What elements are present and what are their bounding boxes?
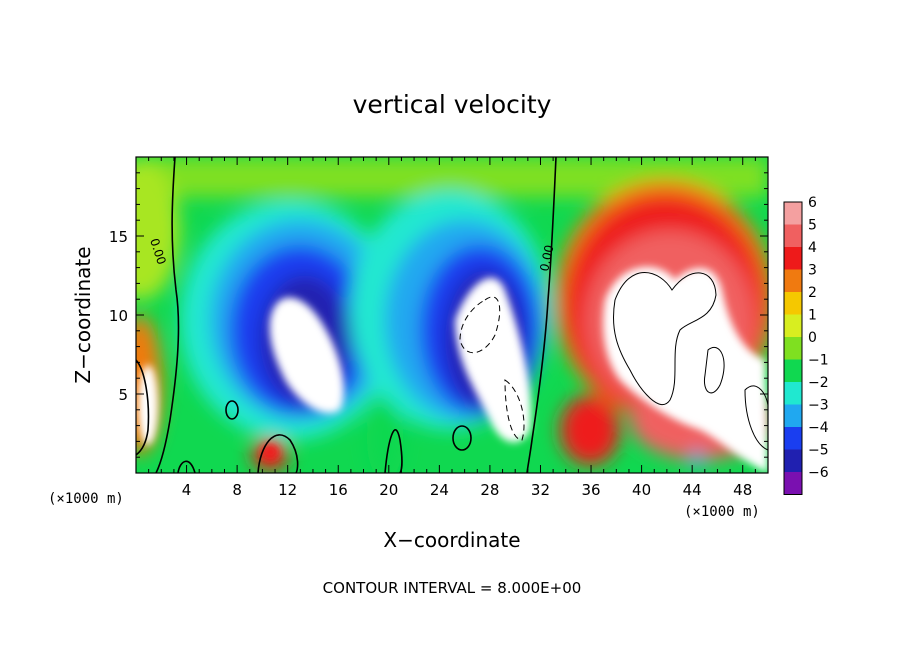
colorbar-swatch <box>784 427 802 450</box>
colorbar-frame <box>783 201 803 495</box>
y-axis-ticks: 5 10 15 <box>109 172 768 458</box>
chart-title: vertical velocity <box>353 90 552 119</box>
colorbar-label: −2 <box>808 375 829 391</box>
x-tick-label: 36 <box>581 481 600 499</box>
colorbar-swatch <box>784 359 802 382</box>
y-tick-label: 5 <box>118 386 128 404</box>
x-tick-label: 28 <box>480 481 499 499</box>
contour-interval-note: CONTOUR INTERVAL = 8.000E+00 <box>323 579 582 597</box>
x-tick-label: 12 <box>278 481 297 499</box>
colorbar-swatch <box>784 337 802 360</box>
colorbar-swatch <box>784 472 802 495</box>
x-tick-label: 24 <box>430 481 449 499</box>
x-axis-unit-left: (×1000 m) <box>48 491 124 507</box>
inner-contours <box>459 272 768 451</box>
colorbar-swatch <box>784 314 802 337</box>
colorbar-swatch <box>784 382 802 405</box>
colorbar: 6 5 4 3 2 1 0 −1 −2 −3 −4 −5 −6 <box>783 195 829 495</box>
colorbar-label: −5 <box>808 443 829 459</box>
colorbar-label: −3 <box>808 398 829 414</box>
x-tick-label: 16 <box>329 481 348 499</box>
colorbar-swatch <box>784 449 802 472</box>
contour-label-right: 0.00 <box>537 244 556 273</box>
colorbar-label: 3 <box>808 263 817 279</box>
x-tick-label: 48 <box>733 481 752 499</box>
x-tick-label: 44 <box>683 481 702 499</box>
x-tick-label: 8 <box>232 481 242 499</box>
colorbar-swatch <box>784 224 802 247</box>
colorbar-swatch <box>784 404 802 427</box>
colorbar-label: 6 <box>808 195 817 211</box>
x-tick-label: 40 <box>632 481 651 499</box>
x-axis-label: X−coordinate <box>383 528 520 552</box>
y-tick-label: 10 <box>109 307 128 325</box>
colorbar-swatch <box>784 247 802 270</box>
x-axis-unit-right: (×1000 m) <box>684 504 760 520</box>
x-tick-label: 20 <box>379 481 398 499</box>
colorbar-label: −1 <box>808 353 829 369</box>
x-tick-label: 4 <box>182 481 192 499</box>
colorbar-swatch <box>784 292 802 315</box>
colorbar-label: 2 <box>808 285 817 301</box>
y-tick-label: 15 <box>109 228 128 246</box>
y-axis-label: Z−coordinate <box>71 246 95 383</box>
x-tick-label: 32 <box>531 481 550 499</box>
colorbar-label: 1 <box>808 308 817 324</box>
colorbar-swatch <box>784 202 802 225</box>
plot-area: 0.00 0.00 <box>136 157 768 473</box>
colorbar-swatch <box>784 269 802 292</box>
colorbar-label: 0 <box>808 330 817 346</box>
colorbar-label: 5 <box>808 218 817 234</box>
colorbar-label: −4 <box>808 420 829 436</box>
field-cores <box>138 266 768 473</box>
colorbar-label: −6 <box>808 465 829 481</box>
zero-contours <box>136 157 557 473</box>
colorbar-label: 4 <box>808 240 817 256</box>
x-axis-ticks: 4 8 12 16 20 24 28 32 36 40 44 48 <box>148 157 756 499</box>
